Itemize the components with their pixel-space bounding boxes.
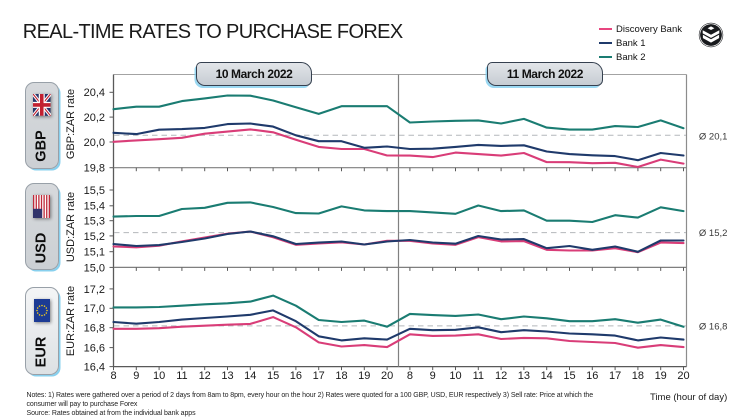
svg-text:15,2: 15,2 [84,231,105,243]
svg-text:20,0: 20,0 [84,137,105,149]
svg-text:16: 16 [586,370,598,382]
svg-text:15: 15 [563,370,575,382]
svg-text:16,6: 16,6 [84,343,105,355]
svg-text:13: 13 [518,370,530,382]
svg-text:16,8: 16,8 [84,323,105,335]
svg-text:15,0: 15,0 [84,262,105,274]
svg-text:17,2: 17,2 [84,284,105,296]
svg-text:12: 12 [495,370,507,382]
svg-text:20,2: 20,2 [84,112,105,124]
svg-text:19: 19 [358,370,370,382]
svg-text:9: 9 [133,370,139,382]
svg-text:19,8: 19,8 [84,163,105,175]
svg-text:11: 11 [473,370,484,382]
svg-text:Ø 15,2: Ø 15,2 [699,228,728,239]
svg-text:19: 19 [655,370,667,382]
svg-text:18: 18 [335,370,347,382]
svg-text:20,4: 20,4 [84,87,105,99]
svg-text:11: 11 [176,370,187,382]
svg-text:16: 16 [290,370,302,382]
svg-text:13: 13 [221,370,233,382]
svg-text:Ø 16,8: Ø 16,8 [699,321,728,332]
svg-text:8: 8 [110,370,116,382]
svg-text:16,4: 16,4 [84,362,105,374]
svg-text:15,3: 15,3 [84,216,105,228]
svg-text:17,0: 17,0 [84,303,105,315]
svg-text:18: 18 [632,370,644,382]
svg-text:20: 20 [381,370,393,382]
svg-text:12: 12 [199,370,211,382]
svg-text:17: 17 [313,370,325,382]
svg-text:15,1: 15,1 [84,247,105,259]
svg-text:20: 20 [677,370,689,382]
svg-text:10: 10 [153,370,165,382]
svg-text:Ø 20,1: Ø 20,1 [699,131,728,142]
svg-text:15,5: 15,5 [84,185,105,197]
svg-text:15: 15 [267,370,279,382]
svg-text:9: 9 [430,370,436,382]
svg-text:15,4: 15,4 [84,201,105,213]
svg-text:8: 8 [407,370,413,382]
svg-text:10: 10 [449,370,461,382]
svg-text:14: 14 [541,370,553,382]
svg-text:14: 14 [244,370,256,382]
svg-text:17: 17 [609,370,621,382]
